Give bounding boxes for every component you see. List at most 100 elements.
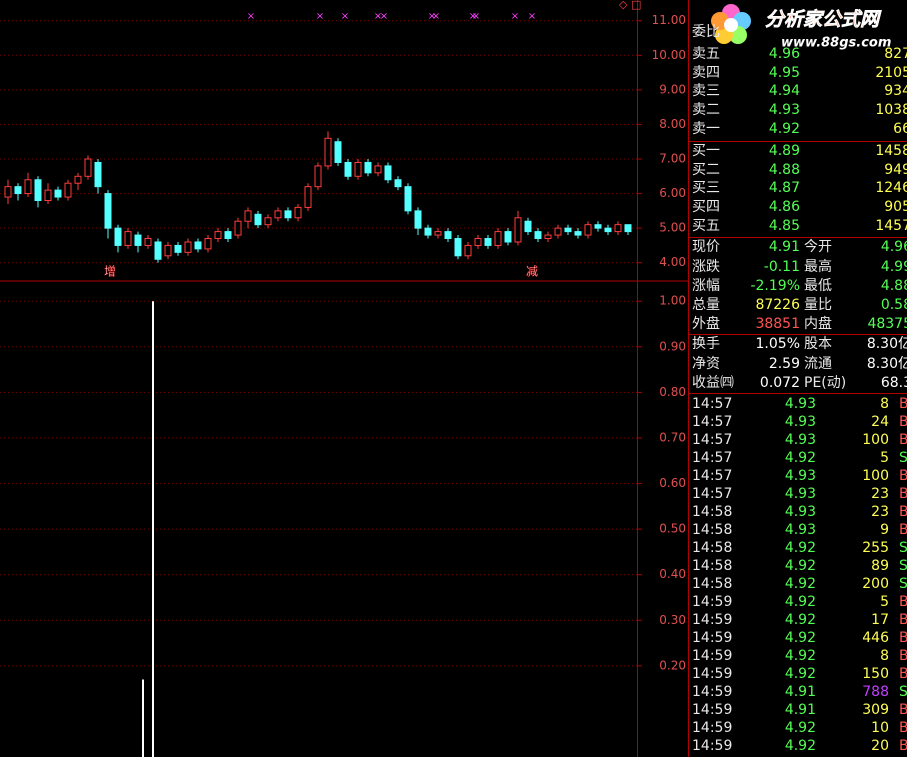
book-volume: 66 (893, 121, 907, 137)
book-price: 4.96 (768, 46, 800, 62)
y-tick-label: 11.00 (652, 13, 686, 27)
y-tick-label: 0.80 (659, 385, 686, 399)
quote-value: 4.91 (768, 239, 800, 255)
quote-label: PE(动) (804, 375, 847, 391)
y-tick-label: 4.00 (659, 255, 686, 269)
quote-label: 今开 (804, 239, 832, 255)
trade-time: 14:57 (692, 450, 733, 466)
y-tick-label: 0.30 (659, 613, 686, 627)
candle-body (234, 220, 242, 236)
book-label: 委比 (692, 24, 720, 40)
trade-price: 4.92 (784, 450, 816, 466)
trade-side: S (899, 558, 907, 574)
candle-body (134, 234, 142, 246)
trade-volume: 8 (880, 648, 889, 664)
book-price: 4.92 (768, 121, 800, 137)
candle-body (364, 161, 372, 174)
quote-label: 股本 (804, 336, 832, 352)
trade-price: 4.92 (784, 576, 816, 592)
quote-label: 换手 (692, 336, 720, 352)
quote-value: 38851 (755, 316, 800, 332)
y-tick-label: 9.00 (659, 82, 686, 96)
candle-body (414, 210, 422, 229)
trade-time: 14:59 (692, 702, 733, 718)
quote-value: 1.05% (755, 336, 800, 352)
trade-price: 4.91 (784, 684, 816, 700)
candle-body (504, 231, 512, 243)
candle-body (614, 224, 622, 233)
candle-body (24, 179, 32, 195)
book-price: 4.85 (768, 218, 800, 234)
candle-body (114, 227, 122, 246)
candle-body (334, 141, 342, 163)
candle-body (604, 227, 612, 233)
candle-body (104, 193, 112, 229)
candle-body (54, 189, 62, 198)
candle-body (154, 241, 162, 260)
trade-price: 4.93 (784, 468, 816, 484)
book-price: 4.87 (768, 180, 800, 196)
candle-body (384, 165, 392, 181)
candle-body (484, 238, 492, 246)
candle-body (264, 217, 272, 226)
trade-price: 4.93 (784, 432, 816, 448)
quote-value: 4.96 (880, 239, 907, 255)
trade-volume: 17 (871, 612, 889, 628)
book-label: 买二 (692, 162, 720, 178)
trade-volume: 5 (880, 594, 889, 610)
trade-time: 14:59 (692, 612, 733, 628)
candle-body (474, 238, 482, 246)
quote-value: 8.30亿 (866, 356, 907, 372)
quote-panel: 分析家公式网 www.88gs.com 委比 卖五 4.96 827 卖四 4.95 210… (689, 0, 907, 757)
book-label: 卖四 (692, 65, 720, 81)
trade-volume: 9 (880, 522, 889, 538)
trade-time: 14:58 (692, 522, 733, 538)
trade-volume: 5 (880, 450, 889, 466)
trade-price: 4.93 (784, 414, 816, 430)
quote-value: 4.88 (880, 278, 907, 294)
candle-body (524, 220, 532, 233)
quote-label: 外盘 (692, 316, 720, 332)
book-label: 买四 (692, 199, 720, 215)
trade-side: S (899, 576, 907, 592)
quote-label: 涨幅 (692, 278, 720, 294)
y-tick-label: 10.00 (652, 48, 686, 62)
y-tick-label: 0.70 (659, 430, 686, 444)
trade-side: S (899, 450, 907, 466)
trade-price: 4.92 (784, 594, 816, 610)
candle-body (254, 213, 262, 226)
trade-side: B (899, 630, 907, 646)
candle-body (554, 227, 562, 236)
y-tick-label: 0.60 (659, 476, 686, 490)
quote-value: 2.59 (768, 356, 800, 372)
corner-icon: ◇ □ (619, 0, 641, 11)
trade-volume: 23 (871, 486, 889, 502)
candle-body (224, 231, 232, 240)
trade-time: 14:59 (692, 720, 733, 736)
candle-body (164, 244, 172, 257)
candle-body (594, 224, 602, 229)
book-volume: 1038 (875, 102, 907, 118)
trade-time: 14:59 (692, 738, 733, 754)
trade-price: 4.92 (784, 666, 816, 682)
trade-side: B (899, 396, 907, 412)
quote-value: 68.3 (880, 375, 907, 391)
y-tick-label: 0.20 (659, 658, 686, 672)
quote-label: 最低 (804, 278, 832, 294)
trade-price: 4.92 (784, 648, 816, 664)
book-label: 买一 (692, 143, 720, 159)
trade-side: B (899, 702, 907, 718)
candle-body (424, 227, 432, 236)
quote-label: 现价 (692, 239, 720, 255)
candle-body (374, 165, 382, 174)
trade-price: 4.92 (784, 540, 816, 556)
trade-time: 14:58 (692, 576, 733, 592)
trade-time: 14:57 (692, 414, 733, 430)
trade-time: 14:57 (692, 486, 733, 502)
quote-label: 最高 (804, 259, 832, 275)
trade-time: 14:59 (692, 630, 733, 646)
y-tick-label: 8.00 (659, 117, 686, 131)
candle-body (144, 238, 152, 246)
trade-price: 4.91 (784, 702, 816, 718)
book-price: 4.94 (768, 83, 800, 99)
